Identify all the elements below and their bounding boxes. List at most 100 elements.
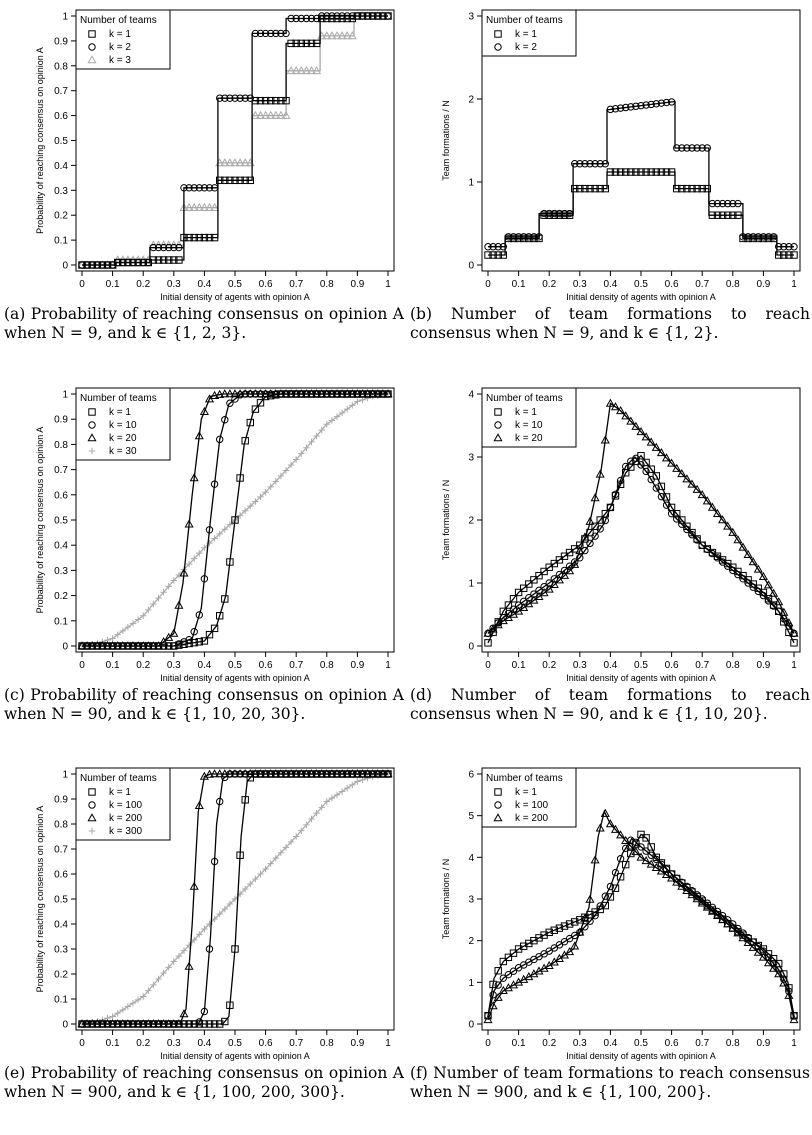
data-point (540, 209, 548, 218)
data-point (637, 461, 645, 469)
y-tick-label: 0.3 (54, 186, 68, 197)
data-point (693, 536, 701, 544)
data-point (287, 461, 295, 469)
data-point (550, 209, 559, 218)
data-point (349, 402, 356, 409)
legend (75, 9, 171, 70)
data-point (652, 100, 661, 108)
y-tick-label: 0.2 (54, 211, 68, 222)
data-point (364, 395, 371, 402)
data-point (247, 502, 254, 510)
data-point (657, 492, 666, 501)
data-point (138, 641, 148, 650)
data-point (606, 893, 615, 901)
data-point (763, 580, 774, 589)
data-point (210, 857, 219, 866)
panel-c: 0 0.1 0.2 0.3 0.4 0.5 0.6 0.7 0.8 0.9 1 0 0.1 0.2 0.3 0… (0, 378, 406, 686)
data-point (82, 641, 92, 650)
data-point (159, 636, 169, 646)
data-point (352, 389, 362, 398)
data-point (114, 258, 122, 267)
data-point (98, 261, 107, 269)
data-point (205, 233, 214, 242)
data-point (631, 421, 641, 430)
data-point (235, 158, 245, 167)
data-point (301, 65, 311, 75)
data-point (357, 389, 368, 398)
legend-entry: k = 1 (515, 787, 537, 798)
data-point (764, 233, 773, 241)
x-axis-label: Initial density of agents with opinion A (566, 1051, 716, 1061)
data-point (123, 1019, 133, 1028)
data-point (647, 168, 655, 176)
series-k=10 (484, 454, 798, 638)
data-point (499, 957, 507, 966)
data-point (221, 595, 229, 603)
data-point (622, 168, 630, 176)
data-point (667, 458, 677, 467)
data-point (251, 29, 260, 38)
data-point (313, 809, 320, 817)
data-point (565, 920, 574, 928)
y-tick-label: 0.4 (54, 541, 68, 552)
data-point (175, 952, 183, 960)
data-point (570, 941, 580, 950)
data-point (195, 638, 204, 646)
data-point (354, 398, 361, 405)
data-point (266, 110, 276, 119)
x-tick-label: 1 (385, 1038, 391, 1049)
data-point (165, 642, 173, 650)
data-point (363, 389, 373, 398)
data-point (565, 946, 575, 956)
data-point (708, 211, 717, 219)
data-point (247, 880, 254, 888)
data-point (291, 65, 301, 75)
data-point (210, 1020, 219, 1028)
data-point (509, 233, 518, 241)
data-point (267, 96, 275, 105)
data-point (170, 243, 178, 252)
data-point (342, 769, 352, 778)
caption-b: (b) Number of team formations to reach c… (410, 305, 810, 342)
data-point (611, 168, 620, 176)
data-point (255, 389, 266, 398)
data-point (718, 915, 728, 924)
data-point (236, 474, 244, 482)
data-point (784, 618, 794, 627)
x-tick-label: 0.2 (136, 279, 150, 290)
data-point (240, 158, 250, 167)
y-axis-label: Team formations / N (441, 100, 451, 181)
data-point (170, 256, 178, 264)
data-point (606, 503, 615, 512)
y-tick-label: 0.9 (54, 795, 68, 806)
data-point (590, 493, 600, 502)
data-point (581, 160, 589, 168)
data-point (790, 243, 798, 251)
data-point (712, 508, 723, 517)
data-point (170, 577, 177, 584)
x-tick-label: 0.9 (756, 279, 770, 290)
data-point (728, 527, 738, 536)
chart-d: 0 0.1 0.2 0.3 0.4 0.5 0.6 0.7 0.8 0.9 1 0 1 2 3 4 Initia… (441, 387, 801, 683)
data-point (657, 168, 666, 176)
data-point (769, 233, 778, 241)
data-point (677, 468, 687, 478)
data-point (118, 641, 128, 650)
data-point (632, 168, 640, 176)
y-tick-label: 1 (468, 978, 474, 989)
data-point (586, 184, 594, 193)
data-point (109, 1013, 116, 1020)
data-point (236, 176, 244, 185)
data-point (707, 906, 717, 915)
data-point (605, 398, 615, 407)
x-tick-label: 0 (79, 279, 85, 290)
data-point (231, 516, 239, 524)
y-tick-label: 0.8 (54, 820, 68, 831)
data-point (667, 873, 677, 882)
y-tick-label: 0.7 (54, 465, 68, 476)
data-point (200, 637, 209, 645)
data-point (642, 168, 650, 176)
x-tick-label: 0.8 (726, 1038, 740, 1049)
data-point (661, 453, 672, 462)
series-line (487, 456, 795, 634)
